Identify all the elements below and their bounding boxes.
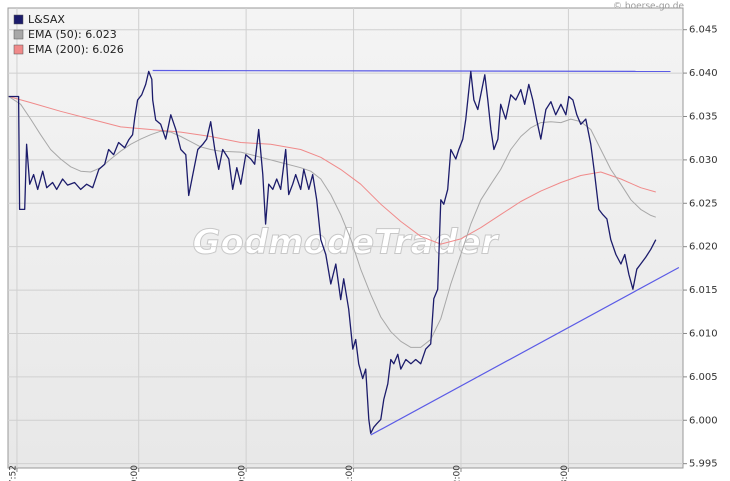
x-tick-label: 10:00 — [238, 465, 248, 481]
y-tick-label: 6.015 — [689, 285, 718, 296]
legend-swatch — [13, 14, 24, 25]
x-tick-label: 12:00 — [452, 465, 462, 481]
lines — [8, 69, 680, 436]
y-tick-label: 6.035 — [689, 111, 718, 122]
x-tick-label: 13:00 — [560, 465, 570, 481]
y-tick-label: 6.040 — [689, 68, 718, 79]
trendline — [152, 69, 671, 72]
x-tick-label: 07:52 — [8, 465, 18, 481]
legend-swatch — [13, 29, 24, 40]
x-tick-label: 11:00 — [345, 465, 355, 481]
trendline — [370, 266, 680, 436]
y-tick-label: 6.020 — [689, 242, 718, 253]
y-tick-label: 5.995 — [689, 459, 718, 470]
legend-label: L&SAX — [28, 13, 65, 26]
x-tick-label: 09:00 — [130, 465, 140, 481]
plot-area — [7, 7, 684, 469]
legend-label: EMA (50): 6.023 — [28, 28, 117, 41]
legend: L&SAX EMA (50): 6.023 EMA (200): 6.026 — [13, 13, 124, 56]
series-line — [8, 96, 656, 245]
legend-swatch — [13, 44, 24, 55]
series-line — [8, 96, 656, 348]
grid: 5.995 6.000 6.005 6.010 6.015 6.020 6.025 6.030… — [8, 8, 718, 481]
series-line — [8, 70, 657, 434]
source: © boerse-go.de — [613, 2, 684, 12]
y-tick-label: 6.045 — [689, 25, 718, 36]
y-tick-label: 6.000 — [689, 415, 718, 426]
y-tick-label: 6.010 — [689, 328, 718, 339]
y-tick-label: 6.030 — [689, 155, 718, 166]
legend-label: EMA (200): 6.026 — [28, 43, 124, 56]
y-tick-label: 6.005 — [689, 372, 718, 383]
y-tick-label: 6.025 — [689, 198, 718, 209]
